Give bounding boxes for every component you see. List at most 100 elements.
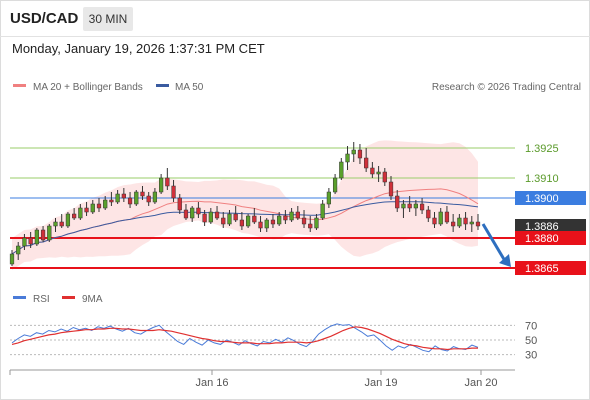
candle: [53, 218, 58, 232]
arrow-shaft: [481, 223, 507, 262]
candle-body: [65, 213, 71, 227]
candle: [202, 210, 207, 226]
candle: [438, 208, 443, 226]
candle: [103, 196, 108, 210]
x-tick-label: Jan 19: [364, 377, 397, 389]
candle: [214, 206, 220, 220]
candle-body: [183, 209, 189, 219]
candle: [34, 228, 39, 246]
candle: [159, 174, 164, 194]
level-label-1-3910: 1.3910: [525, 173, 559, 185]
candle: [264, 218, 269, 232]
candle-body: [159, 177, 164, 193]
candle: [308, 216, 313, 232]
ma50-legend-label: MA 50: [175, 82, 204, 93]
candle: [289, 208, 294, 222]
forecast-arrow: [481, 223, 511, 267]
candle-body: [413, 203, 418, 209]
candle-body: [264, 219, 269, 229]
candle-body: [233, 213, 238, 221]
candle: [196, 202, 201, 218]
candle-body: [475, 221, 481, 227]
candle: [388, 176, 394, 200]
candle-body: [90, 203, 95, 213]
candle: [90, 200, 95, 214]
rsi-tick-label: 50: [525, 335, 537, 347]
candle-body: [326, 191, 331, 205]
candle: [444, 206, 450, 224]
rsi-line: [11, 323, 479, 353]
x-axis: Jan 16 Jan 19 Jan 20: [9, 369, 515, 389]
candle-body: [283, 215, 288, 221]
level-label-text: 1.3865: [525, 263, 559, 275]
rsi-ma-line: [11, 326, 478, 351]
level-label-box: [515, 231, 586, 245]
header: USD/CAD 30 MIN: [0, 0, 590, 36]
level-label-text: 1.3900: [525, 193, 559, 205]
candle-body: [239, 219, 245, 227]
candle: [320, 200, 325, 220]
candle: [171, 180, 176, 202]
candle-body: [103, 199, 108, 209]
header-divider: [0, 36, 590, 37]
candle: [475, 214, 481, 230]
candle-body: [115, 193, 120, 203]
candle-body: [444, 211, 450, 223]
candle-body: [165, 177, 170, 187]
candle: [382, 168, 387, 186]
candle: [370, 162, 375, 178]
candle: [40, 226, 46, 242]
candle-body: [28, 237, 33, 245]
level-label-text: 1.3886: [525, 221, 559, 233]
x-tick-label: Jan 16: [195, 377, 228, 389]
timeframe-badge[interactable]: 30 MIN: [83, 7, 133, 31]
candle: [22, 234, 27, 250]
candle-body: [351, 149, 356, 155]
candle-body: [426, 209, 431, 219]
candle-body: [270, 219, 276, 225]
candle-body: [96, 203, 102, 209]
candle-body: [109, 199, 114, 203]
candle-body: [345, 153, 350, 163]
candle: [277, 212, 282, 226]
candle-body: [134, 191, 139, 205]
candle: [59, 214, 64, 228]
candle: [16, 242, 21, 260]
rsi-legend-label: RSI: [33, 294, 50, 305]
candle: [252, 208, 257, 224]
candle-body: [53, 221, 58, 227]
candle: [469, 216, 474, 232]
candle-body: [332, 177, 338, 193]
candle: [109, 192, 114, 206]
candle-body: [221, 217, 226, 225]
candle-body: [357, 149, 363, 159]
candle-body: [190, 207, 195, 219]
candle: [208, 208, 213, 224]
candle: [326, 188, 331, 208]
candle-body: [214, 211, 220, 219]
candle-body: [388, 181, 394, 197]
candle: [295, 206, 300, 220]
candle: [351, 142, 356, 162]
candle: [221, 212, 226, 228]
level-label-1-3925: 1.3925: [525, 143, 559, 155]
candle: [115, 190, 120, 204]
level-label-1-3865: 1.3865: [515, 261, 586, 275]
candle: [245, 214, 251, 228]
candle-body: [301, 217, 307, 225]
rsi-legend-swatch: [13, 296, 26, 299]
candle: [332, 174, 338, 194]
candle: [463, 212, 468, 230]
level-label-1-3880: 1.3880: [515, 231, 586, 245]
level-label-text: 1.3925: [525, 143, 559, 155]
rsi-ma-legend-label: 9MA: [82, 294, 103, 305]
candle-body: [463, 217, 468, 225]
candle: [419, 198, 425, 214]
ma20-legend-swatch: [13, 84, 26, 87]
level-label-box: [515, 191, 586, 205]
candle-body: [364, 157, 369, 169]
candle: [270, 214, 276, 228]
candle-body: [227, 213, 232, 225]
candle: [78, 204, 83, 220]
